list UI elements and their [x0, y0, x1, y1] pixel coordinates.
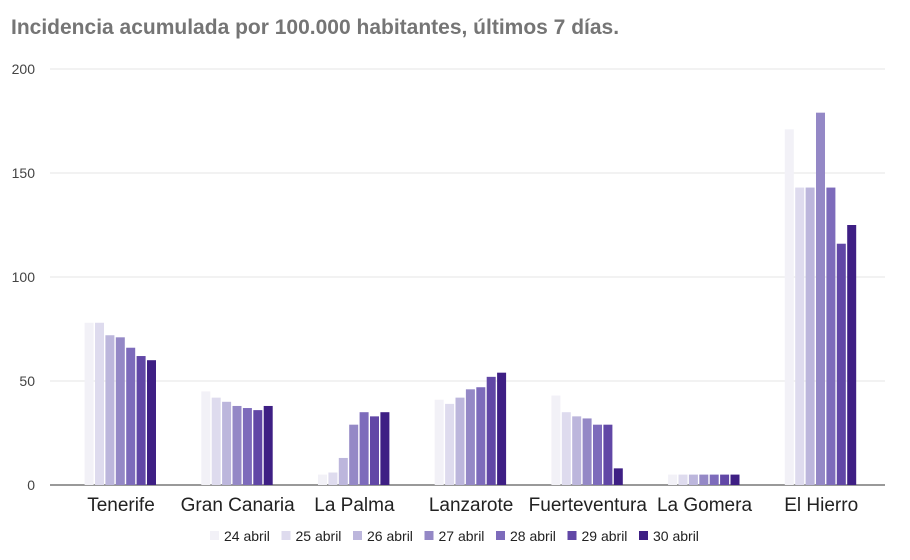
bar	[232, 405, 242, 485]
bar	[84, 322, 94, 485]
y-tick-label: 0	[27, 477, 35, 493]
bar	[709, 474, 719, 485]
legend-label: 24 abril	[224, 528, 270, 544]
x-axis-category-labels: Tenerife Gran Canaria La Palma Lanzarote Fue…	[87, 495, 858, 516]
x-tick-label: La Gomera	[657, 495, 752, 516]
bar	[201, 391, 211, 485]
bar	[486, 376, 496, 485]
bar	[816, 112, 825, 486]
legend-item: 27 abril	[424, 528, 485, 544]
legend-item: 29 abril	[567, 528, 628, 544]
bar	[847, 225, 857, 485]
y-tick-label: 100	[12, 269, 36, 285]
x-tick-label: Fuerteventura	[529, 495, 648, 516]
bar	[318, 474, 327, 485]
legend-swatch	[353, 531, 362, 540]
legend-item: 24 abril	[210, 528, 270, 544]
bar	[784, 129, 794, 485]
bar	[582, 418, 592, 485]
bar	[242, 408, 252, 485]
legend-swatch	[496, 531, 505, 540]
bar	[561, 412, 571, 485]
legend-label: 27 abril	[439, 528, 485, 544]
x-tick-label: Tenerife	[87, 495, 155, 516]
bar	[805, 187, 815, 485]
legend-item: 28 abril	[496, 528, 556, 544]
legend-item: 25 abril	[281, 528, 342, 544]
y-axis-tick-labels: 0 50 100 150 200	[12, 61, 36, 493]
bar	[263, 405, 273, 485]
bar	[593, 424, 602, 485]
bar	[795, 187, 805, 485]
bar	[147, 360, 156, 485]
bar	[222, 401, 232, 485]
y-tick-label: 200	[12, 61, 36, 77]
y-tick-label: 150	[12, 165, 36, 181]
bar	[688, 474, 698, 485]
bar	[328, 472, 338, 485]
bar	[115, 337, 125, 485]
bar	[95, 322, 104, 485]
bar	[105, 335, 115, 485]
y-tick-label: 50	[19, 373, 35, 389]
bar	[370, 416, 379, 485]
bar-layer	[84, 112, 857, 486]
legend-label: 25 abril	[296, 528, 342, 544]
legend-label: 28 abril	[510, 528, 556, 544]
bar	[720, 474, 730, 485]
bar	[136, 356, 146, 485]
legend-swatch	[567, 531, 577, 540]
legend-label: 29 abril	[582, 528, 628, 544]
bar	[349, 424, 359, 485]
x-tick-label: Gran Canaria	[181, 495, 295, 516]
x-tick-label: Lanzarote	[429, 495, 514, 516]
bar	[126, 347, 136, 485]
legend: 24 abril 25 abril 26 abril 27 abril 28 abril…	[210, 528, 699, 544]
bar	[359, 412, 369, 485]
bar	[455, 397, 465, 485]
legend-swatch	[210, 531, 219, 540]
legend-swatch	[281, 531, 291, 540]
legend-label: 26 abril	[367, 528, 413, 544]
bar	[678, 474, 688, 485]
bar	[445, 403, 455, 485]
bar	[826, 187, 836, 485]
bar	[699, 474, 709, 485]
bar	[380, 412, 390, 485]
bar	[476, 387, 486, 485]
legend-item: 30 abril	[639, 528, 699, 544]
legend-swatch	[639, 531, 648, 540]
legend-label: 30 abril	[653, 528, 699, 544]
bar	[668, 474, 678, 485]
bar	[551, 395, 561, 485]
bar	[253, 410, 263, 485]
chart-title: Incidencia acumulada por 100.000 habitan…	[11, 16, 620, 39]
bar	[465, 389, 475, 485]
bar	[572, 416, 582, 485]
legend-swatch	[424, 531, 434, 540]
legend-item: 26 abril	[353, 528, 413, 544]
bar	[613, 468, 623, 485]
bar	[603, 424, 613, 485]
x-tick-label: La Palma	[314, 495, 395, 516]
bar	[836, 243, 846, 485]
x-tick-label: El Hierro	[784, 495, 858, 516]
bar	[497, 372, 507, 485]
bar	[211, 397, 221, 485]
bar	[730, 474, 740, 485]
bar	[434, 399, 444, 485]
bar	[338, 457, 348, 485]
